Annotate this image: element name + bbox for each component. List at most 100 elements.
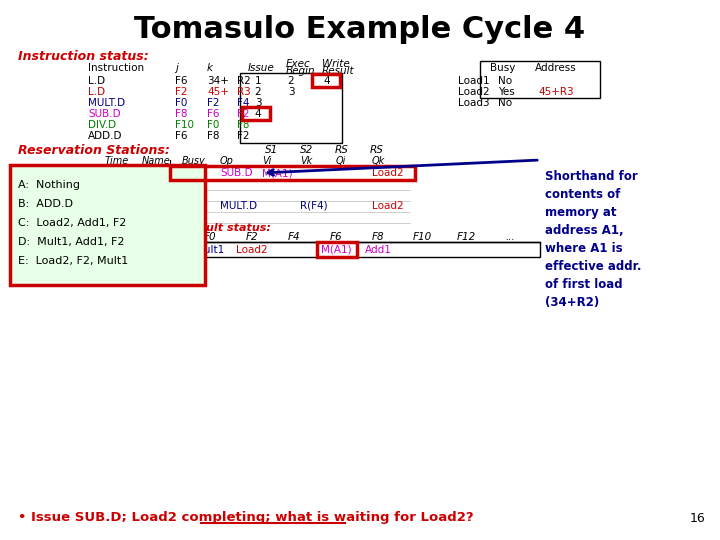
- Text: Instruction status:: Instruction status:: [18, 50, 149, 63]
- Text: Write: Write: [322, 59, 350, 69]
- Text: ADD.D: ADD.D: [88, 131, 122, 141]
- Text: R3: R3: [237, 87, 251, 97]
- Text: A:  Nothing: A: Nothing: [18, 180, 80, 190]
- Bar: [170, 166, 415, 180]
- Text: MULT.D: MULT.D: [88, 98, 125, 108]
- Bar: [480, 61, 600, 98]
- Text: S1: S1: [265, 145, 278, 155]
- Text: RS: RS: [335, 145, 349, 155]
- Text: F6: F6: [175, 131, 187, 141]
- Text: 4: 4: [255, 109, 261, 119]
- Text: C:  Load2, Add1, F2: C: Load2, Add1, F2: [18, 218, 127, 228]
- Text: R2: R2: [237, 76, 251, 86]
- Text: D:  Mult1, Add1, F2: D: Mult1, Add1, F2: [18, 237, 125, 247]
- Text: Load2: Load2: [236, 245, 268, 255]
- Text: F2: F2: [246, 232, 258, 242]
- Text: Load1: Load1: [458, 76, 490, 86]
- Text: No: No: [498, 76, 512, 86]
- Bar: [240, 73, 342, 143]
- Text: Load2: Load2: [372, 168, 404, 178]
- Text: E:  Load2, F2, Mult1: E: Load2, F2, Mult1: [18, 256, 128, 266]
- Text: M(A1): M(A1): [262, 168, 292, 178]
- Text: 45+: 45+: [207, 87, 229, 97]
- Text: Address: Address: [535, 63, 577, 73]
- Text: F10: F10: [413, 232, 431, 242]
- Text: Busy: Busy: [490, 63, 516, 73]
- Text: B:  ADD.D: B: ADD.D: [18, 199, 73, 209]
- Text: SUB.D: SUB.D: [220, 168, 253, 178]
- Text: F6: F6: [207, 109, 220, 119]
- Text: Reservation Stations:: Reservation Stations:: [18, 144, 170, 157]
- Text: F8: F8: [175, 109, 187, 119]
- Text: 2: 2: [288, 76, 294, 86]
- Text: Mult1: Mult1: [195, 245, 225, 255]
- Text: j: j: [175, 63, 178, 73]
- Text: Add1: Add1: [364, 245, 392, 255]
- Text: DIV.D: DIV.D: [88, 120, 116, 130]
- Text: M(A1): M(A1): [320, 245, 351, 255]
- Text: Vk: Vk: [300, 156, 312, 166]
- Text: No: No: [182, 212, 196, 222]
- Text: 45+R3: 45+R3: [538, 87, 574, 97]
- Text: Vi: Vi: [262, 156, 271, 166]
- Text: Begin: Begin: [286, 66, 315, 76]
- Text: No: No: [182, 190, 196, 200]
- Text: L.D: L.D: [88, 87, 105, 97]
- Text: Yes: Yes: [182, 201, 199, 211]
- Text: Load3: Load3: [458, 98, 490, 108]
- Text: F10: F10: [175, 120, 194, 130]
- Text: F2: F2: [237, 109, 250, 119]
- Bar: [312, 74, 340, 87]
- Text: 16: 16: [689, 511, 705, 524]
- Text: F4: F4: [237, 98, 250, 108]
- Text: Issue: Issue: [248, 63, 275, 73]
- Text: Load2: Load2: [458, 87, 490, 97]
- Text: F12: F12: [456, 232, 476, 242]
- Text: Name: Name: [142, 156, 171, 166]
- Bar: [185, 242, 540, 257]
- Text: Mult2: Mult2: [142, 212, 171, 222]
- Text: F6: F6: [175, 76, 187, 86]
- Bar: [10, 165, 205, 285]
- Text: No: No: [182, 179, 196, 189]
- Text: 4: 4: [324, 76, 330, 86]
- Text: MULT.D: MULT.D: [220, 201, 257, 211]
- Text: 2: 2: [255, 87, 261, 97]
- Text: F4: F4: [288, 232, 300, 242]
- Text: 1: 1: [255, 76, 261, 86]
- Text: F0: F0: [175, 98, 187, 108]
- Text: Add3: Add3: [142, 190, 169, 200]
- Text: Exec: Exec: [286, 59, 311, 69]
- Bar: [317, 242, 357, 257]
- Text: 3: 3: [255, 98, 261, 108]
- Text: SUB.D: SUB.D: [88, 109, 121, 119]
- Text: Qi: Qi: [336, 156, 346, 166]
- Text: Busy: Busy: [182, 156, 206, 166]
- Text: Register result status:: Register result status:: [130, 223, 271, 233]
- Text: F0: F0: [207, 120, 220, 130]
- Text: S2: S2: [300, 145, 313, 155]
- Text: F2: F2: [207, 98, 220, 108]
- Text: Load2: Load2: [372, 201, 404, 211]
- Text: Tomasulo Example Cycle 4: Tomasulo Example Cycle 4: [135, 16, 585, 44]
- Text: FU: FU: [168, 239, 181, 249]
- Text: Yes: Yes: [182, 168, 199, 178]
- Text: F8: F8: [372, 232, 384, 242]
- Text: No: No: [498, 98, 512, 108]
- Text: 3: 3: [288, 87, 294, 97]
- Text: R(F4): R(F4): [300, 201, 328, 211]
- Text: F8: F8: [237, 120, 250, 130]
- Bar: [242, 107, 270, 120]
- Text: Instruction: Instruction: [88, 63, 144, 73]
- Text: k: k: [207, 63, 213, 73]
- Text: Qk: Qk: [372, 156, 385, 166]
- Text: Yes: Yes: [498, 87, 515, 97]
- Text: Shorthand for
contents of
memory at
address A1,
where A1 is
effective addr.
of f: Shorthand for contents of memory at addr…: [545, 170, 642, 309]
- Text: • Issue SUB.D; Load2 completing; what is waiting for Load2?: • Issue SUB.D; Load2 completing; what is…: [18, 511, 474, 524]
- Text: RS: RS: [370, 145, 384, 155]
- Text: L.D: L.D: [88, 76, 105, 86]
- Text: F6: F6: [330, 232, 342, 242]
- Text: ...: ...: [505, 232, 515, 242]
- Text: 34+: 34+: [207, 76, 229, 86]
- Text: F8: F8: [207, 131, 220, 141]
